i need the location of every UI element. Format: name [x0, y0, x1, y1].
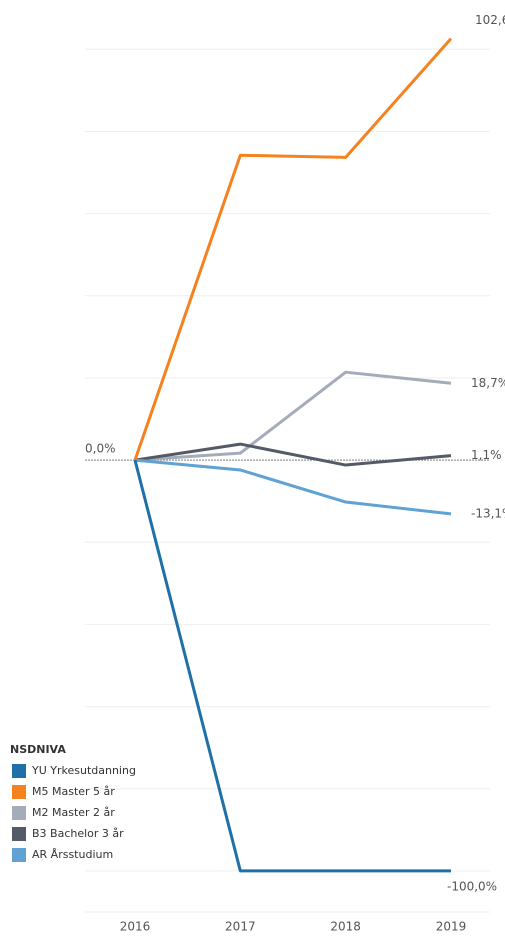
series-line	[133, 459, 451, 873]
data-label: -100,0%	[447, 879, 497, 893]
legend-swatch	[12, 785, 26, 799]
legend-swatch	[12, 806, 26, 820]
x-tick-label: 2019	[436, 920, 467, 934]
data-label: 102,6%	[475, 13, 505, 27]
legend-swatch	[12, 827, 26, 841]
series-line	[134, 458, 452, 516]
x-tick-label: 2018	[330, 920, 361, 934]
data-label: 1,1%	[471, 448, 502, 462]
legend-title: NSDNIVA	[10, 743, 66, 756]
legend-label: M2 Master 2 år	[32, 806, 115, 819]
legend-label: YU Yrkesutdanning	[31, 764, 136, 777]
x-tick-label: 2017	[225, 920, 256, 934]
legend-label: M5 Master 5 år	[32, 785, 115, 798]
legend-label: B3 Bachelor 3 år	[32, 827, 124, 840]
series-line	[133, 37, 453, 461]
legend-label: AR Årsstudium	[32, 848, 113, 861]
series-line	[134, 442, 452, 467]
x-tick-label: 2016	[120, 920, 151, 934]
legend-swatch	[12, 848, 26, 862]
data-label: 0,0%	[85, 442, 116, 456]
legend-swatch	[12, 764, 26, 778]
data-label: 18,7%	[471, 376, 505, 390]
series-line	[134, 370, 452, 462]
data-label: -13,1%	[471, 506, 505, 520]
